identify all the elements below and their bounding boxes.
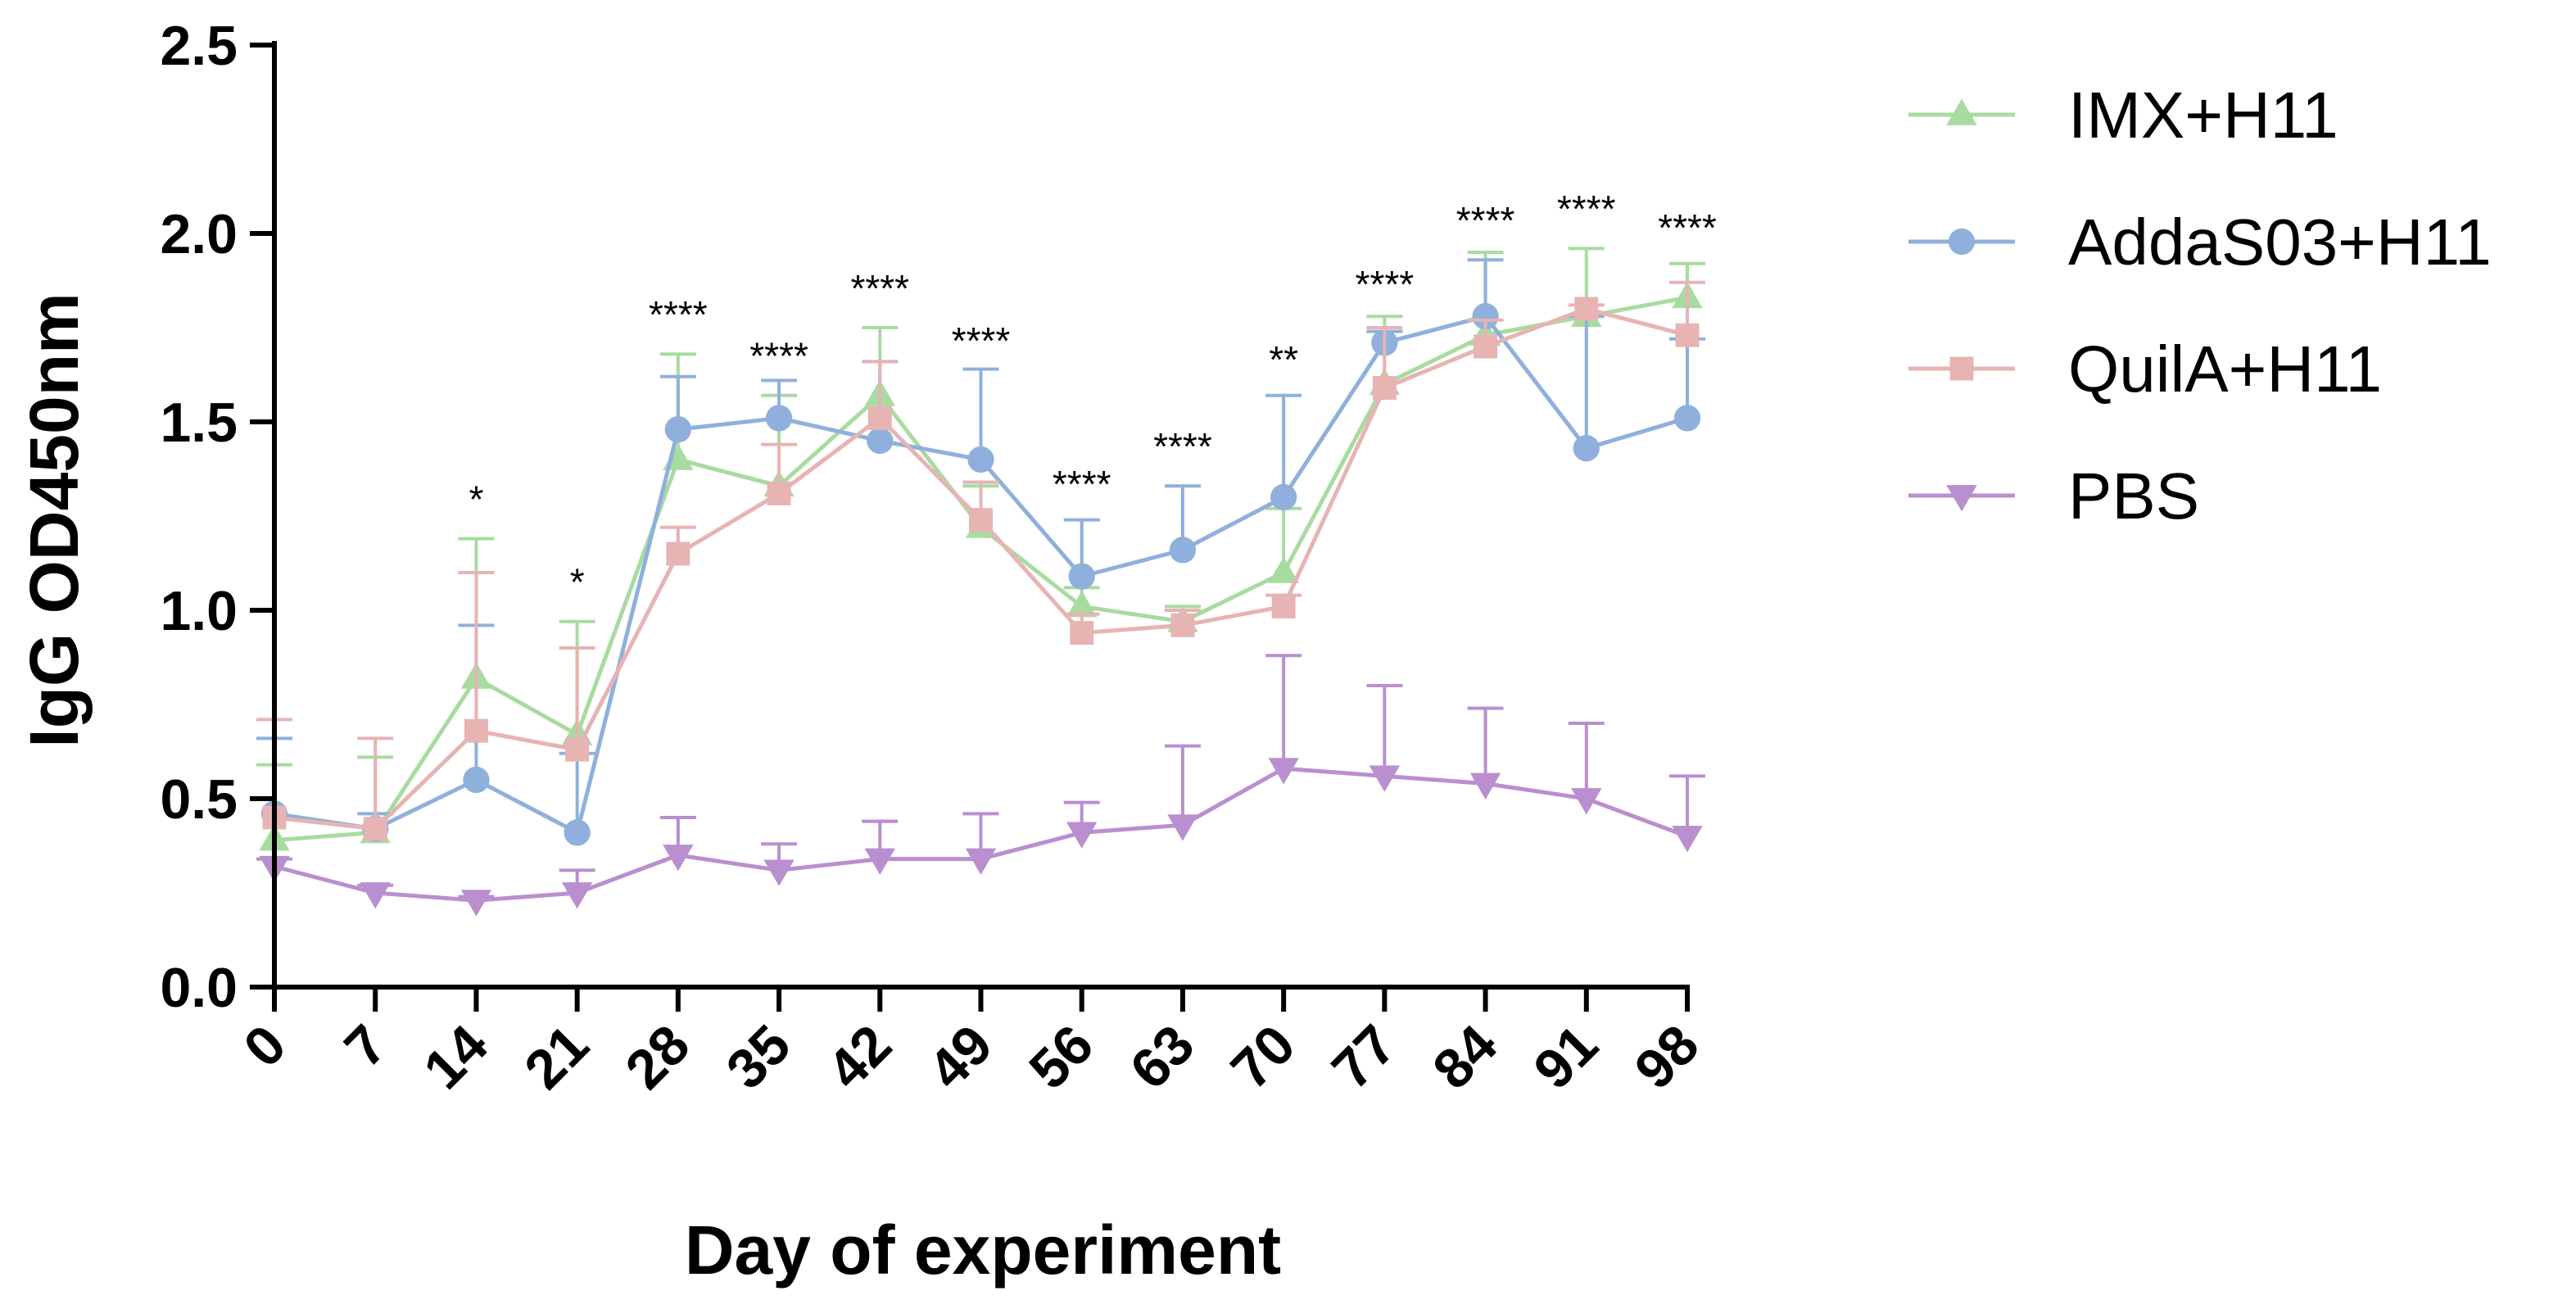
data-point xyxy=(967,446,994,473)
significance-label: **** xyxy=(1153,425,1212,468)
data-point xyxy=(666,541,690,566)
x-tick-label: 63 xyxy=(1118,1013,1206,1101)
data-point xyxy=(767,481,791,505)
legend-marker xyxy=(1946,98,1977,125)
data-point xyxy=(965,848,997,875)
y-axis-title: IgG OD450nm xyxy=(16,292,93,747)
data-point xyxy=(1574,297,1599,321)
data-point xyxy=(1170,613,1195,637)
significance-label: **** xyxy=(1456,199,1515,242)
data-point xyxy=(1066,822,1098,849)
data-point xyxy=(565,737,590,762)
series-layer xyxy=(256,247,1705,917)
legend-item: IMX+H11 xyxy=(1908,79,2338,152)
significance-label: * xyxy=(570,561,585,604)
significance-label: **** xyxy=(649,293,708,336)
data-point xyxy=(1372,376,1397,401)
legend-item: PBS xyxy=(1908,460,2199,532)
x-tick-label: 49 xyxy=(917,1013,1004,1101)
series-pbs xyxy=(256,654,1705,917)
x-tick-label: 56 xyxy=(1017,1013,1105,1101)
data-point xyxy=(464,718,488,743)
data-point xyxy=(867,405,892,430)
data-point xyxy=(1573,435,1600,462)
significance-label: **** xyxy=(850,267,909,310)
significance-label: **** xyxy=(749,335,808,378)
x-tick-label: 70 xyxy=(1220,1013,1307,1101)
axes-layer: 0.0 0.5 1.0 1.5 2.0 2.5 0 7 14 21 28 35 42 49 56 63 70 77… xyxy=(160,15,1710,1101)
plot-area: ************************************ ****… xyxy=(160,15,1716,1101)
legend-label: AddaS03+H11 xyxy=(2068,206,2492,279)
data-point xyxy=(561,882,593,909)
y-tick-label: 1.5 xyxy=(160,392,238,454)
data-point xyxy=(463,766,490,794)
y-tick-label: 0.5 xyxy=(160,768,238,831)
x-axis-title: Day of experiment xyxy=(685,1212,1281,1289)
data-point xyxy=(1268,758,1299,785)
y-tick-label: 2.5 xyxy=(160,15,238,77)
data-point xyxy=(1270,483,1297,511)
data-point xyxy=(1167,814,1198,841)
data-point xyxy=(765,405,793,432)
data-point xyxy=(1571,788,1602,815)
significance-label: **** xyxy=(1053,463,1111,505)
significance-label: * xyxy=(469,478,483,520)
legend-marker xyxy=(1946,485,1977,512)
x-tick-label: 77 xyxy=(1320,1013,1408,1101)
x-tick-label: 0 xyxy=(232,1013,297,1079)
significance-label: ** xyxy=(1269,338,1298,381)
y-tick-label: 0.0 xyxy=(160,957,238,1019)
data-point xyxy=(1672,826,1703,853)
data-point xyxy=(763,859,795,886)
data-point xyxy=(360,882,391,909)
y-tick-label: 1.0 xyxy=(160,580,238,642)
data-point xyxy=(1169,537,1197,564)
data-point xyxy=(1472,303,1499,330)
x-tick-label: 91 xyxy=(1522,1013,1609,1101)
x-tick-label: 7 xyxy=(333,1013,398,1079)
data-point xyxy=(1369,765,1401,792)
y-tick-label: 2.0 xyxy=(160,203,238,265)
legend-marker xyxy=(1949,356,1974,381)
legend-label: IMX+H11 xyxy=(2068,79,2338,152)
data-point xyxy=(969,508,993,532)
x-tick-label: 14 xyxy=(412,1013,500,1101)
data-point xyxy=(664,416,692,443)
data-point xyxy=(1675,323,1700,347)
data-point xyxy=(1070,621,1094,645)
annotation-layer: ************************************ ****… xyxy=(469,188,1716,603)
significance-label: **** xyxy=(1356,263,1415,306)
x-tick-label: 21 xyxy=(513,1013,600,1101)
x-tick-label: 28 xyxy=(613,1013,701,1101)
data-point xyxy=(460,890,492,917)
x-tick-label: 98 xyxy=(1623,1013,1710,1101)
legend-label: QuilA+H11 xyxy=(2068,333,2382,405)
significance-label: **** xyxy=(1557,188,1616,230)
data-point xyxy=(1469,772,1501,799)
data-point xyxy=(1066,591,1098,618)
significance-label: **** xyxy=(1658,206,1717,249)
data-point xyxy=(363,817,387,841)
legend-label: PBS xyxy=(2068,460,2199,532)
data-point xyxy=(1271,594,1296,618)
data-point xyxy=(867,427,894,455)
data-point xyxy=(1474,334,1498,359)
series-quila-h11 xyxy=(256,280,1705,841)
legend-item: AddaS03+H11 xyxy=(1908,206,2492,279)
legend: IMX+H11 AddaS03+H11 QuilA+H11 PBS xyxy=(1908,79,2492,532)
x-tick-label: 35 xyxy=(714,1013,802,1101)
data-point xyxy=(564,819,591,846)
legend-marker xyxy=(1948,228,1976,256)
data-point xyxy=(864,848,895,875)
data-point xyxy=(1268,556,1299,583)
x-tick-label: 84 xyxy=(1421,1013,1509,1101)
data-point xyxy=(663,845,694,872)
data-point xyxy=(1673,405,1701,432)
x-tick-label: 42 xyxy=(816,1013,903,1101)
data-point xyxy=(1068,563,1095,590)
legend-item: QuilA+H11 xyxy=(1908,333,2382,405)
significance-label: **** xyxy=(952,319,1011,362)
